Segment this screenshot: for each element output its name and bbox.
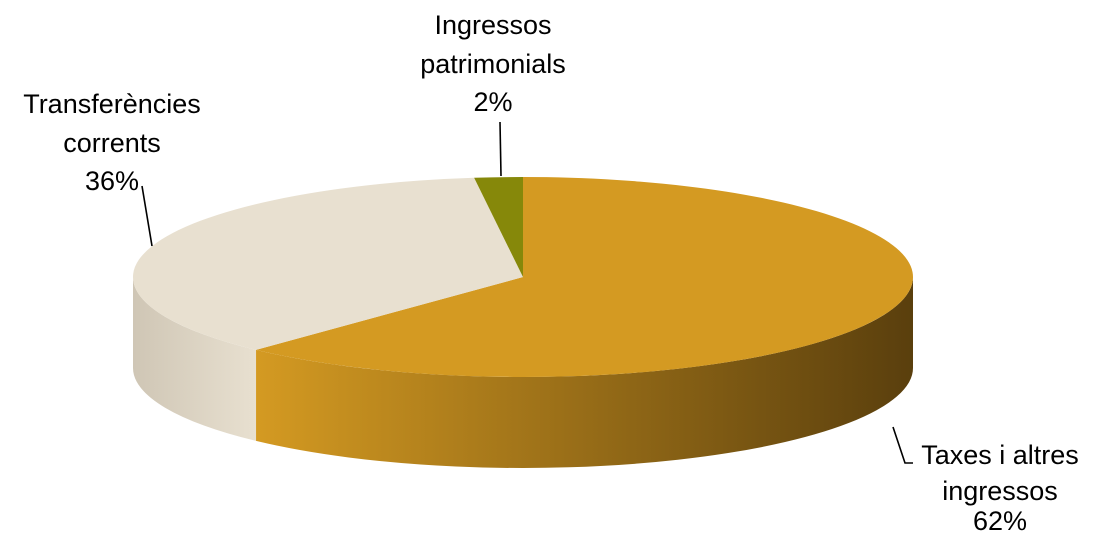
leader-line-2: [499, 121, 502, 177]
pie-slice-0: [256, 177, 914, 377]
slice-label-2-line-0: Ingressos: [434, 10, 551, 40]
side-wall-0: [256, 277, 914, 468]
slice-label-2-line-1: patrimonials: [420, 49, 566, 79]
pie-slice-1: [133, 177, 524, 350]
slice-label-1-line-0: Transferències: [23, 89, 201, 119]
slice-percent-1: 36%: [85, 166, 139, 196]
slice-label-0-line-0: Taxes i altres: [921, 440, 1079, 470]
slice-label-0-line-1: ingressos: [942, 476, 1058, 506]
pie-slice-2: [474, 177, 523, 277]
slice-percent-2: 2%: [473, 87, 512, 117]
slice-label-1-line-1: corrents: [63, 128, 161, 158]
leader-line-1: [141, 185, 153, 247]
leader-line-0: [892, 426, 913, 464]
slice-percent-0: 62%: [973, 506, 1027, 536]
side-wall-1: [133, 277, 257, 441]
